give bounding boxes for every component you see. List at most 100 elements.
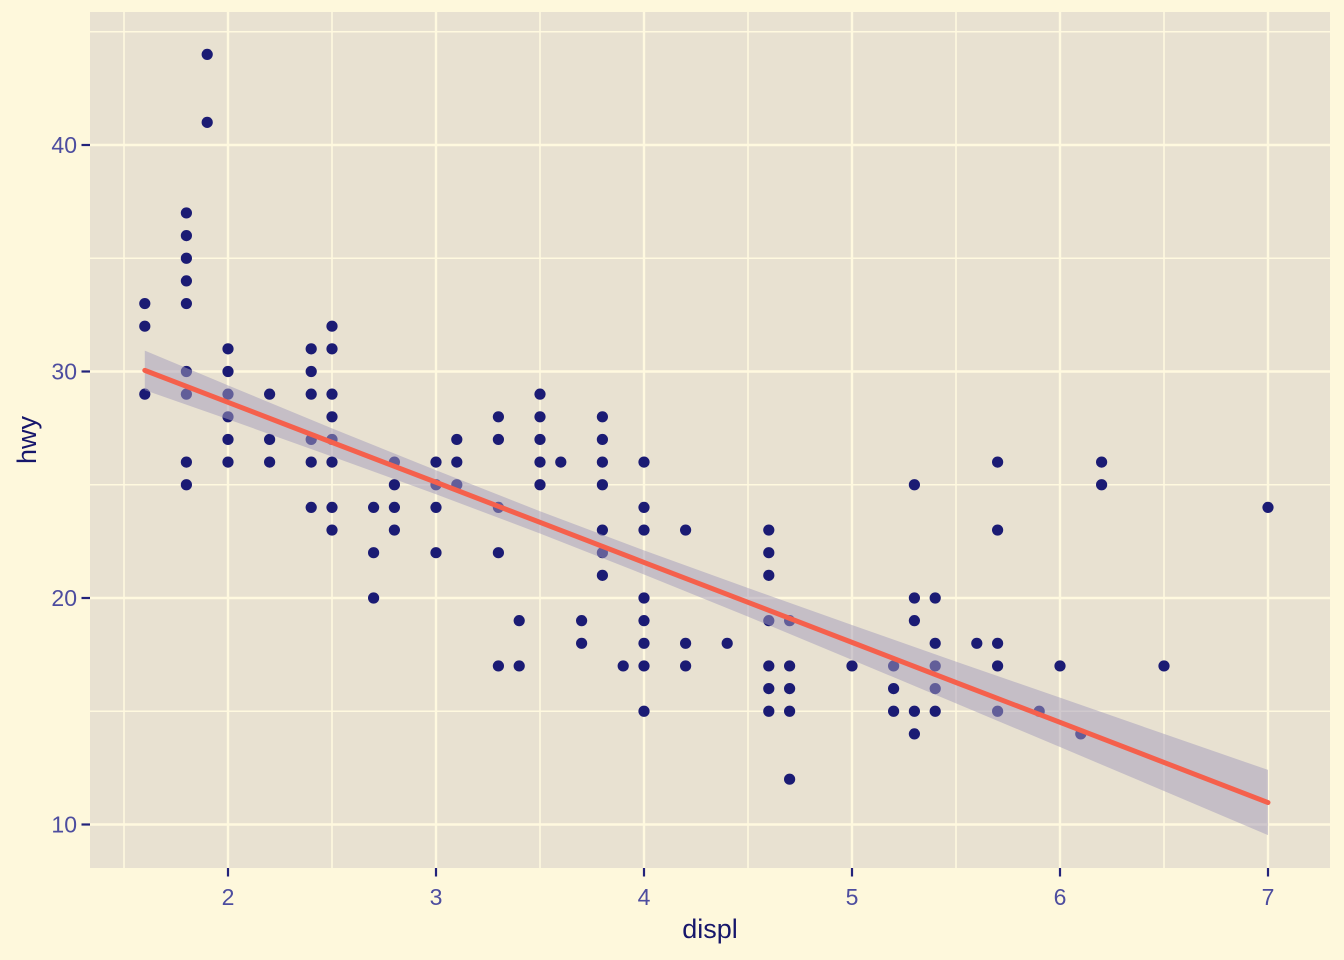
data-point — [929, 637, 941, 649]
data-point — [180, 230, 192, 242]
data-point — [908, 728, 921, 740]
data-point — [680, 637, 692, 649]
data-point — [513, 660, 525, 672]
data-point — [222, 433, 234, 446]
data-point — [596, 524, 609, 536]
data-point — [451, 456, 463, 468]
x-axis-title: displ — [682, 914, 738, 944]
data-point — [264, 388, 276, 400]
regression-fit-line — [142, 367, 1271, 806]
data-point — [534, 433, 546, 446]
x-tick-label: 7 — [1262, 884, 1275, 910]
data-point — [201, 48, 213, 61]
data-point — [534, 411, 546, 423]
data-point — [326, 501, 338, 513]
data-point — [326, 343, 338, 355]
data-point — [638, 456, 650, 468]
data-point — [368, 592, 380, 604]
y-tick-label: 10 — [51, 812, 77, 838]
data-point — [534, 456, 546, 468]
data-point — [638, 592, 650, 604]
x-tick-label: 6 — [1054, 884, 1067, 910]
data-point — [929, 592, 941, 604]
data-point — [992, 456, 1004, 468]
data-point — [763, 569, 775, 581]
data-point — [264, 456, 276, 468]
x-tick-label: 5 — [846, 884, 859, 910]
data-point — [638, 705, 650, 717]
confidence-band-area — [144, 350, 1268, 836]
data-point — [763, 705, 775, 717]
data-point — [1096, 479, 1108, 491]
data-point — [180, 456, 192, 468]
data-point — [326, 456, 338, 468]
regression-line — [142, 367, 1271, 806]
data-point — [596, 479, 609, 491]
data-point — [638, 637, 650, 649]
data-point — [368, 547, 380, 559]
data-point — [368, 501, 380, 513]
data-point — [430, 501, 442, 513]
data-point — [763, 547, 775, 559]
minor-gridlines — [90, 12, 1330, 868]
x-tick-label: 4 — [638, 884, 651, 910]
data-point — [305, 501, 317, 513]
data-point — [180, 275, 192, 287]
data-point — [617, 660, 629, 672]
data-point — [326, 388, 338, 400]
axis-tick-labels: 2 3 4 5 6 7 10 20 30 40 — [51, 132, 1274, 910]
x-tick-label: 2 — [222, 884, 235, 910]
data-point — [388, 479, 400, 491]
data-point — [908, 705, 921, 717]
data-point — [596, 456, 609, 468]
x-tick-label: 3 — [430, 884, 443, 910]
data-point — [305, 388, 317, 400]
data-point — [180, 207, 192, 219]
data-point — [1054, 660, 1066, 672]
data-point — [492, 547, 504, 559]
data-point — [492, 433, 504, 446]
data-point — [534, 388, 546, 400]
data-point — [908, 592, 921, 604]
data-point — [721, 637, 733, 649]
data-point — [1262, 501, 1274, 513]
data-point — [305, 365, 317, 378]
data-point — [326, 320, 338, 332]
data-point — [222, 456, 234, 468]
data-point — [784, 683, 796, 695]
data-point — [222, 343, 234, 355]
confidence-band — [144, 350, 1268, 836]
y-tick-label: 30 — [51, 359, 77, 385]
scatter-points — [139, 48, 1274, 785]
data-point — [992, 637, 1004, 649]
data-point — [992, 524, 1004, 536]
data-point — [908, 479, 921, 491]
axis-tick-marks — [81, 143, 1270, 877]
data-point — [992, 660, 1004, 672]
data-point — [201, 116, 213, 128]
data-point — [534, 479, 546, 491]
data-point — [305, 456, 317, 468]
y-tick-label: 20 — [51, 585, 77, 611]
data-point — [180, 479, 192, 491]
data-point — [264, 433, 276, 446]
data-point — [513, 615, 525, 627]
data-point — [784, 773, 796, 785]
data-point — [596, 569, 609, 581]
data-point — [763, 524, 775, 536]
data-point — [139, 388, 151, 400]
data-point — [576, 615, 588, 627]
data-point — [638, 660, 650, 672]
data-point — [492, 660, 504, 672]
data-point — [305, 343, 317, 355]
data-point — [784, 660, 796, 672]
data-point — [784, 705, 796, 717]
data-point — [555, 456, 567, 468]
data-point — [180, 297, 192, 310]
data-point — [929, 705, 941, 717]
data-point — [763, 683, 775, 695]
data-point — [388, 524, 400, 536]
data-point — [596, 411, 609, 423]
